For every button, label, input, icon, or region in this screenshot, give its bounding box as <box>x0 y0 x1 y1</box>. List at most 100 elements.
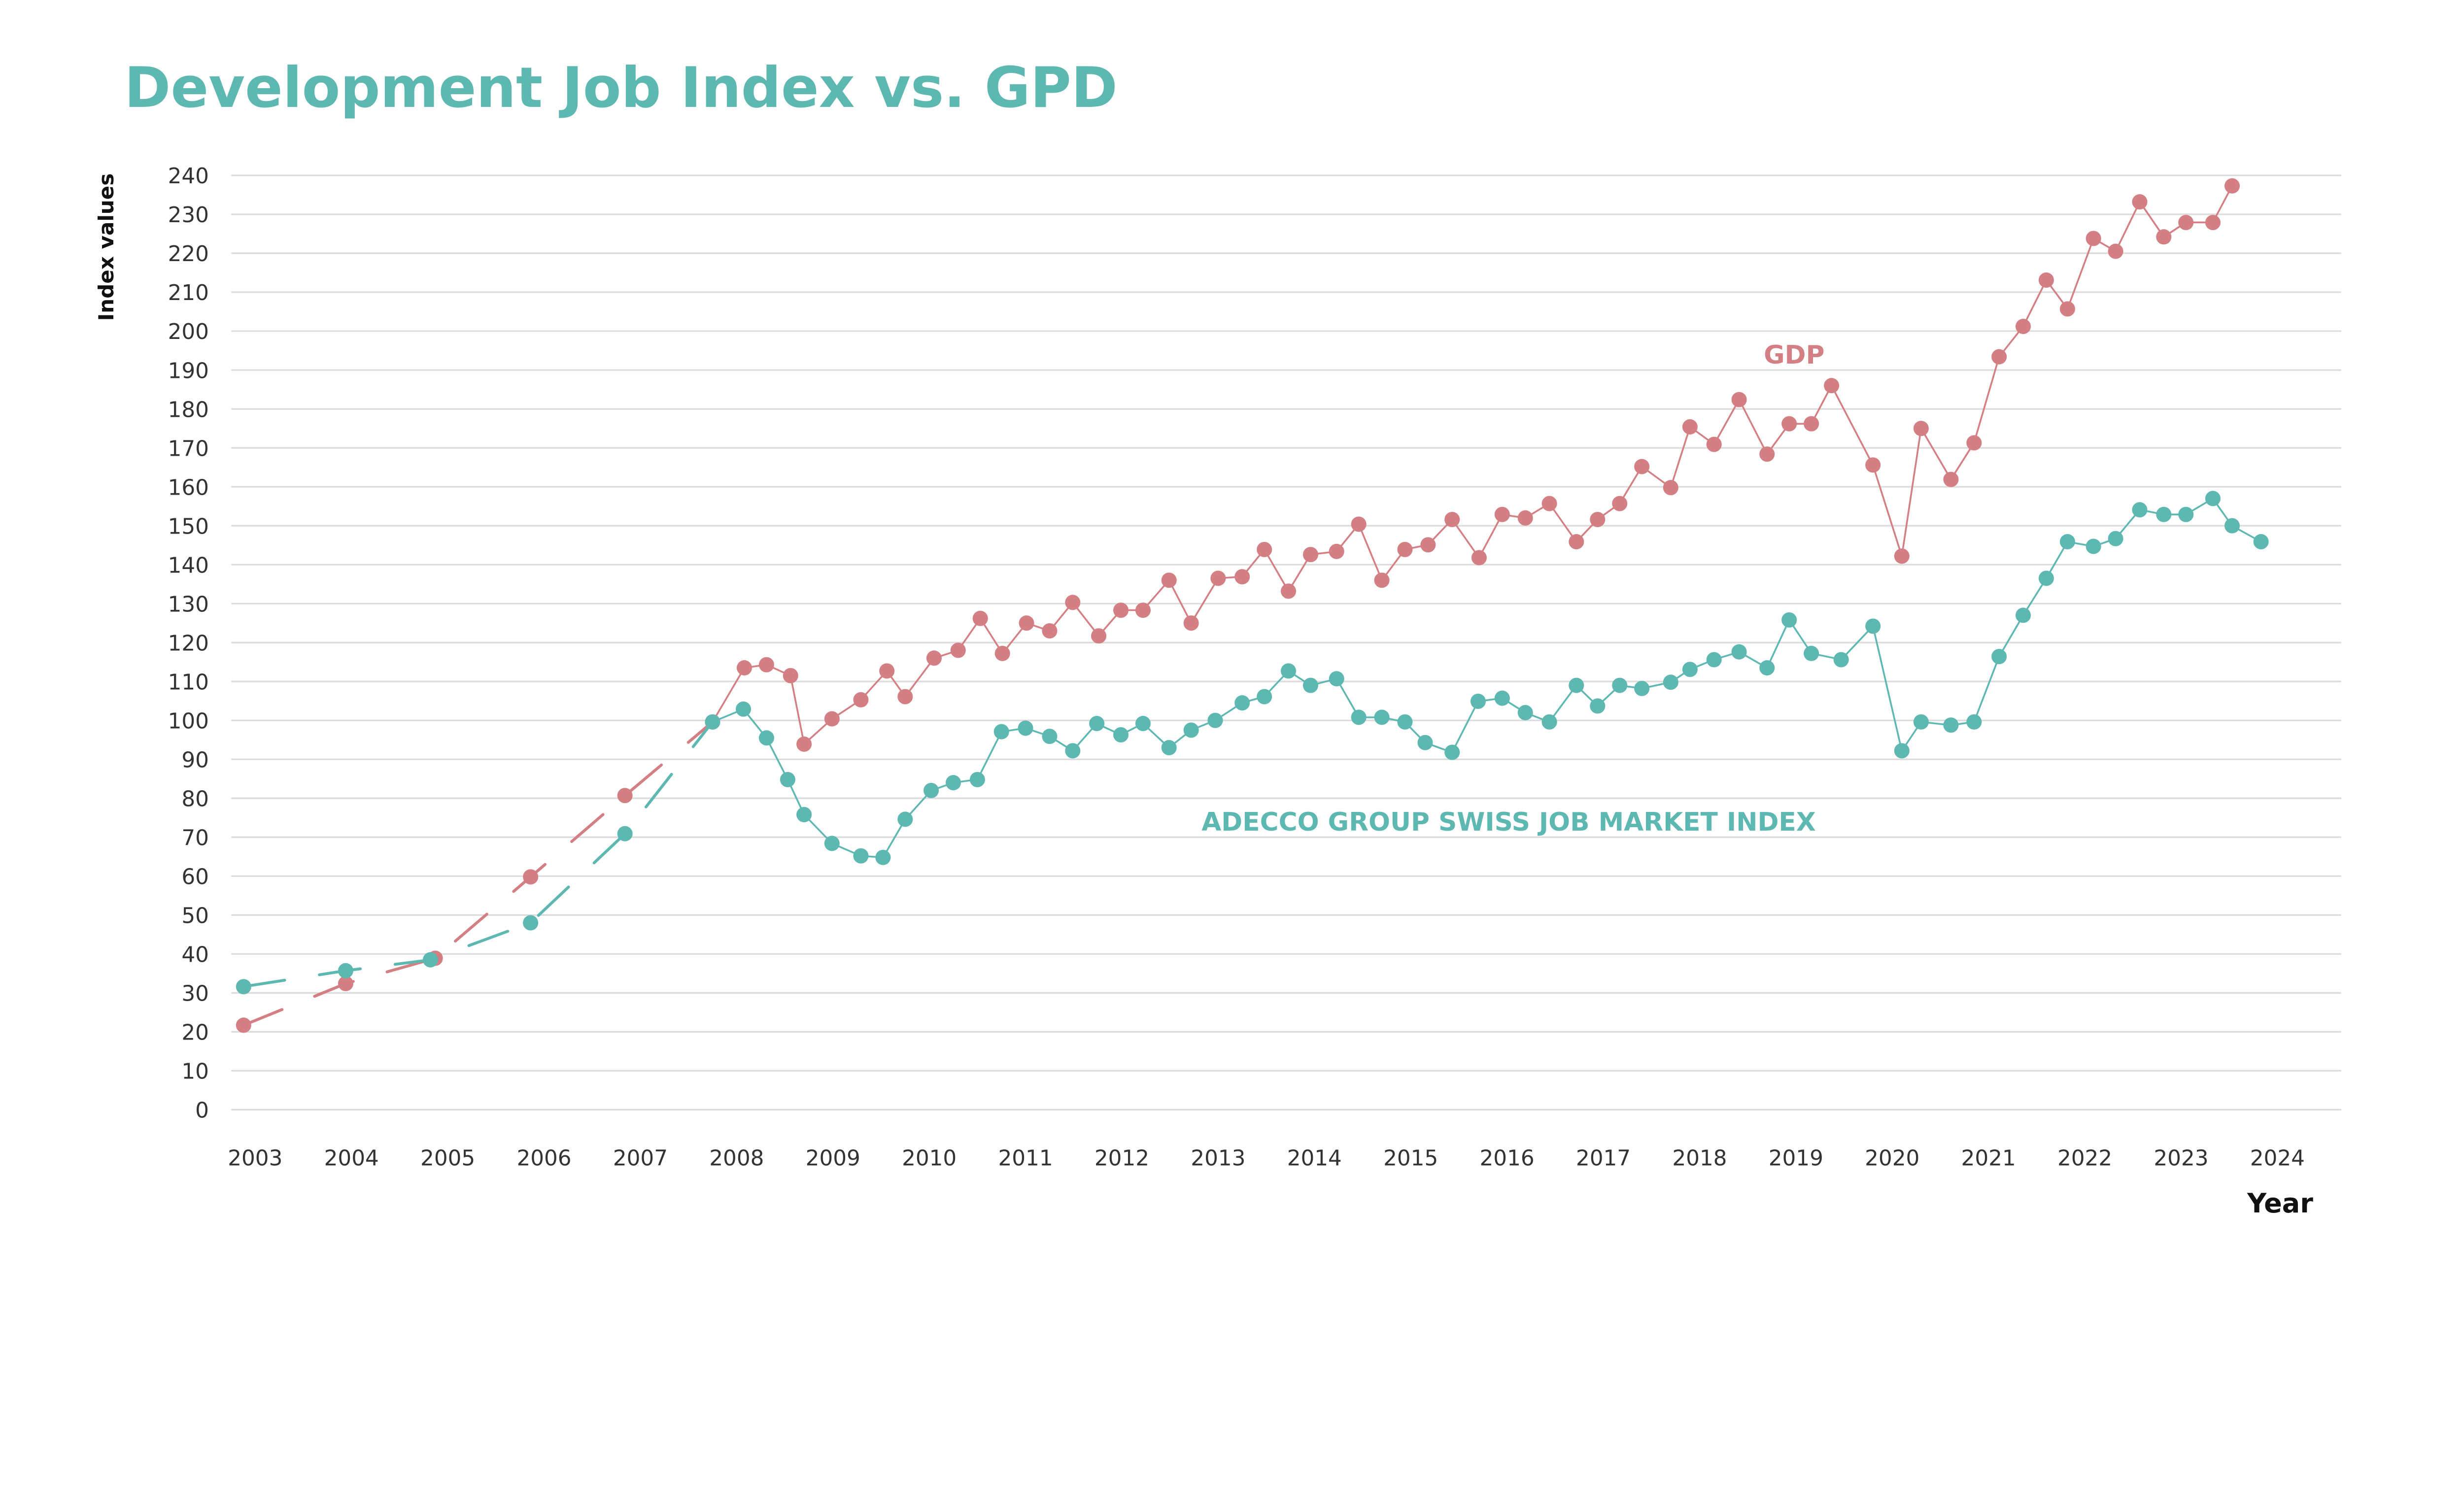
data-point <box>758 730 774 746</box>
data-point <box>1135 716 1151 732</box>
data-point <box>1183 722 1199 738</box>
data-point <box>1824 378 1840 394</box>
x-tick-label: 2008 <box>709 1146 764 1171</box>
y-tick-label: 230 <box>168 202 209 228</box>
data-point <box>1612 496 1628 511</box>
data-point <box>2224 518 2240 534</box>
data-point <box>758 657 774 672</box>
data-point <box>1991 649 2007 665</box>
data-point <box>1374 572 1390 588</box>
data-point <box>1444 511 1460 528</box>
data-point <box>1706 437 1722 452</box>
series-adecco <box>236 491 2269 995</box>
data-point <box>2108 531 2123 546</box>
x-tick-label: 2011 <box>998 1146 1053 1171</box>
data-point <box>1759 660 1775 676</box>
data-point <box>1374 709 1390 725</box>
data-point <box>1397 541 1413 557</box>
data-point <box>2132 502 2148 518</box>
data-point <box>1590 698 1606 714</box>
data-point <box>2086 538 2101 554</box>
y-tick-label: 190 <box>168 358 209 383</box>
data-point <box>945 775 961 791</box>
x-tick-label: 2009 <box>806 1146 860 1171</box>
data-point <box>783 668 798 683</box>
data-point <box>1706 652 1722 668</box>
data-point <box>1569 534 1584 550</box>
x-tick-label: 2006 <box>516 1146 571 1171</box>
data-point <box>1682 419 1698 435</box>
data-point <box>2015 607 2031 623</box>
data-point <box>1966 714 1982 730</box>
data-point <box>2224 178 2240 194</box>
x-tick-label: 2014 <box>1287 1146 1342 1171</box>
data-point <box>1517 510 1533 526</box>
chart-title: Development Job Index vs. GPD <box>124 55 1117 120</box>
data-point <box>1302 677 1318 693</box>
data-point <box>1913 714 1929 730</box>
x-axis-label: Year <box>2247 1187 2313 1219</box>
x-tick-label: 2005 <box>420 1146 475 1171</box>
data-point <box>1966 435 1982 451</box>
y-tick-label: 70 <box>181 825 209 850</box>
y-axis-label: Index values <box>94 173 118 321</box>
data-point <box>1351 516 1367 532</box>
chart-frame: Development Job Index vs. GPD Index valu… <box>94 55 2341 1219</box>
data-point <box>1420 537 1436 553</box>
data-point <box>1541 714 1557 730</box>
adecco-series-label: ADECCO GROUP SWISS JOB MARKET INDEX <box>1201 807 1815 837</box>
x-tick-label: 2020 <box>1865 1146 1919 1171</box>
data-point <box>1065 743 1081 759</box>
data-point <box>796 806 812 822</box>
data-point <box>1991 349 2007 365</box>
x-tick-label: 2018 <box>1672 1146 1727 1171</box>
data-point <box>1759 446 1775 462</box>
data-point <box>853 692 869 707</box>
data-point <box>1894 548 1910 564</box>
data-point <box>969 772 985 787</box>
data-point <box>617 826 633 841</box>
data-point <box>1634 459 1650 474</box>
data-point <box>1731 644 1747 660</box>
data-point <box>2205 215 2221 231</box>
data-point <box>1210 571 1226 586</box>
data-point <box>2205 491 2221 506</box>
data-point <box>2059 301 2075 317</box>
data-point <box>1494 506 1510 522</box>
data-point <box>1894 743 1910 759</box>
data-point <box>993 724 1009 739</box>
data-point <box>2132 194 2148 210</box>
data-point <box>1634 680 1650 696</box>
x-tick-label: 2012 <box>1095 1146 1149 1171</box>
data-point <box>824 836 840 851</box>
y-tick-label: 60 <box>181 864 209 889</box>
x-tick-label: 2004 <box>324 1146 379 1171</box>
gridlines <box>231 174 2341 1111</box>
y-tick-label: 150 <box>168 514 209 539</box>
data-point <box>1781 612 1797 628</box>
data-point <box>1042 729 1058 744</box>
data-point <box>2038 272 2054 288</box>
x-tick-label: 2022 <box>2057 1146 2112 1171</box>
data-point <box>1663 674 1678 690</box>
data-point <box>1804 645 1819 661</box>
data-point <box>2086 231 2101 246</box>
data-point <box>1590 511 1606 528</box>
data-point <box>1804 416 1819 432</box>
data-point <box>1781 416 1797 432</box>
x-tick-label: 2021 <box>1961 1146 2016 1171</box>
data-point <box>1943 471 1959 487</box>
data-point <box>1397 714 1413 730</box>
data-point <box>1280 663 1297 679</box>
y-tick-label: 110 <box>168 670 209 695</box>
x-tick-label: 2023 <box>2154 1146 2208 1171</box>
data-point <box>1444 744 1460 760</box>
data-point <box>1113 727 1129 743</box>
data-point <box>1280 583 1297 599</box>
data-point <box>617 788 633 804</box>
x-tick-label: 2010 <box>902 1146 957 1171</box>
data-point <box>926 650 942 666</box>
y-tick-label: 170 <box>168 436 209 461</box>
data-point <box>1612 677 1628 693</box>
dashed-line <box>242 720 714 1027</box>
